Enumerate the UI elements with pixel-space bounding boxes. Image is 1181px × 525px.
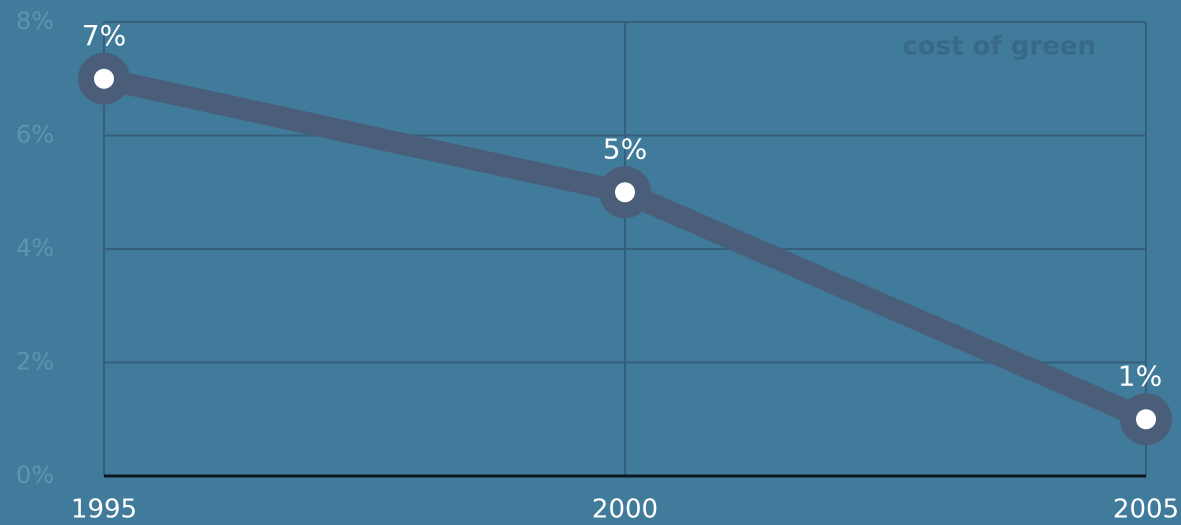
value-label: 1% <box>1118 359 1162 392</box>
point-center <box>94 68 114 89</box>
x-tick-label: 2000 <box>592 495 658 525</box>
y-tick-label: 2% <box>16 348 54 376</box>
chart-title: cost of green <box>902 32 1096 62</box>
y-tick-label: 6% <box>16 121 54 149</box>
x-tick-label: 2005 <box>1113 495 1179 525</box>
y-tick-label: 0% <box>16 461 54 489</box>
value-label: 7% <box>82 19 126 52</box>
point-center <box>1136 409 1156 430</box>
y-tick-label: 8% <box>16 7 54 35</box>
y-tick-label: 4% <box>16 234 54 262</box>
x-tick-label: 1995 <box>71 495 137 525</box>
point-center <box>615 182 635 203</box>
value-label: 5% <box>603 132 647 165</box>
